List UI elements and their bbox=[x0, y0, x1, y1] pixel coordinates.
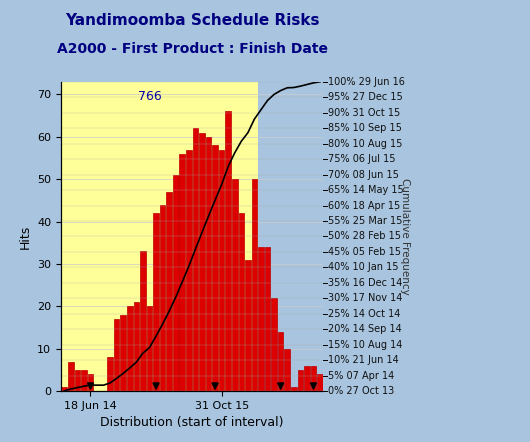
Bar bbox=[285, 349, 290, 391]
Bar bbox=[108, 357, 113, 391]
Text: 20% 14 Sep 14: 20% 14 Sep 14 bbox=[328, 324, 402, 334]
Bar bbox=[61, 82, 258, 391]
Bar bbox=[153, 213, 159, 391]
Text: 55% 25 Mar 15: 55% 25 Mar 15 bbox=[328, 216, 402, 226]
Bar bbox=[206, 137, 211, 391]
Bar bbox=[311, 366, 316, 391]
Bar bbox=[134, 302, 139, 391]
Text: 25% 14 Oct 14: 25% 14 Oct 14 bbox=[328, 309, 401, 319]
Bar bbox=[297, 370, 303, 391]
Text: 70% 08 Jun 15: 70% 08 Jun 15 bbox=[328, 170, 399, 179]
Text: 80% 10 Aug 15: 80% 10 Aug 15 bbox=[328, 139, 402, 149]
Bar bbox=[114, 319, 119, 391]
Text: 95% 27 Dec 15: 95% 27 Dec 15 bbox=[328, 92, 403, 102]
Text: 85% 10 Sep 15: 85% 10 Sep 15 bbox=[328, 123, 402, 133]
Bar bbox=[271, 298, 277, 391]
Bar bbox=[291, 387, 297, 391]
Bar bbox=[219, 149, 224, 391]
Bar bbox=[87, 374, 93, 391]
Text: 100% 29 Jun 16: 100% 29 Jun 16 bbox=[328, 77, 405, 87]
Bar bbox=[199, 133, 205, 391]
Bar bbox=[252, 179, 257, 391]
Text: 75% 06 Jul 15: 75% 06 Jul 15 bbox=[328, 154, 395, 164]
X-axis label: Distribution (start of interval): Distribution (start of interval) bbox=[100, 416, 284, 430]
Bar bbox=[75, 370, 80, 391]
Bar bbox=[258, 247, 264, 391]
Bar bbox=[278, 332, 284, 391]
Text: 35% 16 Dec 14: 35% 16 Dec 14 bbox=[328, 278, 402, 288]
Text: 90% 31 Oct 15: 90% 31 Oct 15 bbox=[328, 108, 400, 118]
Bar bbox=[317, 374, 323, 391]
Text: 30% 17 Nov 14: 30% 17 Nov 14 bbox=[328, 293, 402, 303]
Text: 40% 10 Jan 15: 40% 10 Jan 15 bbox=[328, 263, 399, 272]
Text: Yandimoomba Schedule Risks: Yandimoomba Schedule Risks bbox=[65, 13, 320, 28]
Bar bbox=[304, 366, 310, 391]
Text: 65% 14 May 15: 65% 14 May 15 bbox=[328, 185, 404, 195]
Bar bbox=[186, 149, 192, 391]
Text: 50% 28 Feb 15: 50% 28 Feb 15 bbox=[328, 232, 401, 241]
Text: 10% 21 Jun 14: 10% 21 Jun 14 bbox=[328, 355, 399, 365]
Y-axis label: Hits: Hits bbox=[19, 225, 32, 248]
Bar bbox=[127, 306, 132, 391]
Bar bbox=[213, 145, 218, 391]
Bar bbox=[147, 306, 152, 391]
Bar bbox=[232, 179, 237, 391]
Bar bbox=[245, 260, 251, 391]
Text: 45% 05 Feb 15: 45% 05 Feb 15 bbox=[328, 247, 401, 257]
Text: Cumulative Frequency: Cumulative Frequency bbox=[401, 178, 410, 295]
Bar bbox=[173, 175, 179, 391]
Bar bbox=[166, 192, 172, 391]
Text: 15% 10 Aug 14: 15% 10 Aug 14 bbox=[328, 340, 402, 350]
Bar bbox=[225, 111, 231, 391]
Bar bbox=[68, 362, 74, 391]
Text: 0% 27 Oct 13: 0% 27 Oct 13 bbox=[328, 386, 394, 396]
Bar bbox=[120, 315, 126, 391]
Text: 5% 07 Apr 14: 5% 07 Apr 14 bbox=[328, 371, 394, 381]
Bar bbox=[192, 128, 198, 391]
Bar bbox=[81, 370, 87, 391]
Bar bbox=[180, 154, 185, 391]
Bar bbox=[61, 387, 67, 391]
Text: 60% 18 Apr 15: 60% 18 Apr 15 bbox=[328, 201, 400, 210]
Bar bbox=[265, 247, 270, 391]
Bar bbox=[160, 205, 165, 391]
Text: A2000 - First Product : Finish Date: A2000 - First Product : Finish Date bbox=[57, 42, 328, 56]
Bar bbox=[238, 213, 244, 391]
Text: 766: 766 bbox=[138, 90, 161, 103]
Bar bbox=[140, 251, 146, 391]
